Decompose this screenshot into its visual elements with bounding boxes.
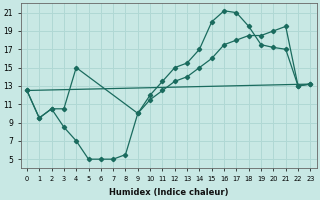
X-axis label: Humidex (Indice chaleur): Humidex (Indice chaleur) bbox=[109, 188, 228, 197]
